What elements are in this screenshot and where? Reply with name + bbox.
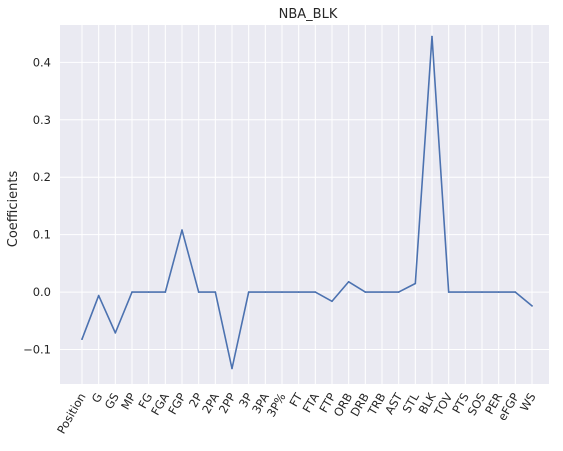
data-point: [364, 291, 367, 293]
x-tick-label: Position: [54, 391, 89, 437]
data-point: [247, 291, 250, 293]
data-point: [397, 291, 400, 293]
y-tick-label: 0.0: [33, 285, 51, 299]
x-tick-label: WS: [517, 391, 538, 414]
data-point: [214, 291, 217, 293]
x-tick-label: GS: [102, 391, 122, 412]
data-point: [264, 291, 267, 293]
data-point: [297, 291, 300, 293]
data-point: [81, 338, 83, 341]
y-tick-label: 0.3: [33, 113, 51, 127]
series-layer: [81, 35, 533, 370]
y-axis-label: Coefficients: [6, 171, 21, 248]
data-point: [381, 291, 383, 293]
data-point: [347, 280, 350, 283]
plot-area: [60, 25, 549, 384]
y-tick-label: 0.2: [33, 170, 51, 184]
data-point: [197, 291, 200, 293]
chart-title: NBA_BLK: [279, 7, 338, 22]
data-point: [497, 291, 500, 293]
data-point: [314, 291, 317, 293]
data-point: [464, 291, 467, 293]
x-axis: Position GGSMPFGFGAFGP2P2PA2PP3P3PA3P%FTF…: [54, 390, 539, 437]
data-point: [231, 367, 233, 370]
x-tick-label: MP: [118, 390, 139, 412]
y-tick-label: 0.1: [33, 228, 51, 242]
y-axis: −0.1 0.0 0.1 0.2 0.3 0.4: [23, 55, 51, 356]
data-point: [131, 291, 133, 293]
data-point: [514, 291, 517, 293]
data-point: [431, 35, 433, 38]
data-point: [147, 291, 150, 293]
data-point: [447, 291, 450, 293]
y-tick-label: −0.1: [23, 343, 51, 357]
x-tick-label: 3P%: [264, 390, 289, 419]
data-point: [481, 291, 483, 293]
data-point: [414, 282, 417, 285]
data-point: [331, 300, 333, 303]
data-point: [97, 294, 100, 297]
grid: [60, 25, 549, 384]
x-tick-label: FGP: [165, 390, 188, 417]
x-tick-label: 3P: [236, 390, 255, 409]
data-point: [181, 229, 183, 231]
data-point: [531, 305, 533, 307]
x-tick-label: FG: [135, 391, 155, 411]
y-tick-label: 0.4: [33, 55, 51, 69]
data-point: [281, 291, 283, 293]
series-line: [81, 35, 533, 370]
x-tick-label: 2P: [186, 390, 205, 409]
data-point: [114, 332, 117, 334]
data-point: [164, 291, 167, 293]
